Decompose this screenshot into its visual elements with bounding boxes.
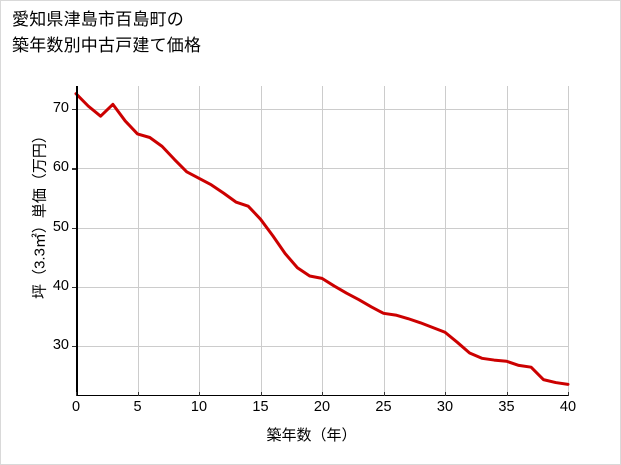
gridline-vertical — [199, 86, 200, 395]
x-tick-label: 40 — [559, 399, 577, 415]
y-tick-label: 30 — [52, 336, 69, 353]
x-tick-mark — [137, 392, 139, 396]
y-tick-label-group: 30 40 50 60 70 — [23, 1, 69, 464]
gridline-vertical — [568, 86, 569, 395]
x-tick-mark — [260, 392, 262, 396]
gridline-vertical — [137, 86, 139, 395]
data-line-series — [74, 92, 570, 386]
x-tick-label: 10 — [190, 399, 208, 415]
y-tick-label: 40 — [52, 277, 69, 294]
y-tick-mark — [72, 168, 76, 170]
x-tick-mark — [76, 392, 78, 396]
x-tick-label: 0 — [71, 399, 81, 415]
y-tick-mark — [72, 109, 76, 111]
gridline-vertical — [445, 86, 446, 395]
gridline-vertical — [506, 86, 508, 395]
x-tick-mark — [322, 392, 324, 396]
x-axis-label: 築年数（年） — [266, 427, 357, 444]
y-tick-label: 60 — [52, 159, 69, 176]
y-axis-line — [76, 86, 78, 396]
x-tick-mark — [568, 392, 570, 396]
y-tick-label: 50 — [52, 218, 69, 235]
gridline-vertical — [260, 86, 262, 395]
y-tick-label: 70 — [52, 100, 69, 117]
x-tick-mark — [445, 392, 447, 396]
y-axis-label: 坪（3.3㎡）単価（万円） — [31, 128, 49, 299]
y-tick-mark — [72, 286, 76, 289]
series-line — [74, 92, 570, 386]
x-tick-label: 5 — [133, 399, 142, 415]
gridline-vertical — [322, 86, 323, 395]
x-tick-mark — [506, 392, 508, 396]
x-tick-label: 20 — [313, 399, 331, 415]
x-tick-label: 25 — [375, 399, 392, 415]
x-tick-mark — [383, 392, 385, 396]
y-tick-mark — [72, 345, 76, 348]
chart-title: 愛知県津島市百島町の 築年数別中古戸建て価格 — [12, 10, 202, 55]
x-tick-label: 30 — [436, 399, 454, 415]
x-tick-label: 35 — [498, 399, 515, 415]
gridline-vertical — [383, 86, 385, 395]
y-tick-mark — [72, 227, 76, 229]
plot-area — [74, 86, 570, 395]
x-tick-label: 15 — [252, 399, 269, 415]
x-tick-mark — [199, 392, 201, 396]
